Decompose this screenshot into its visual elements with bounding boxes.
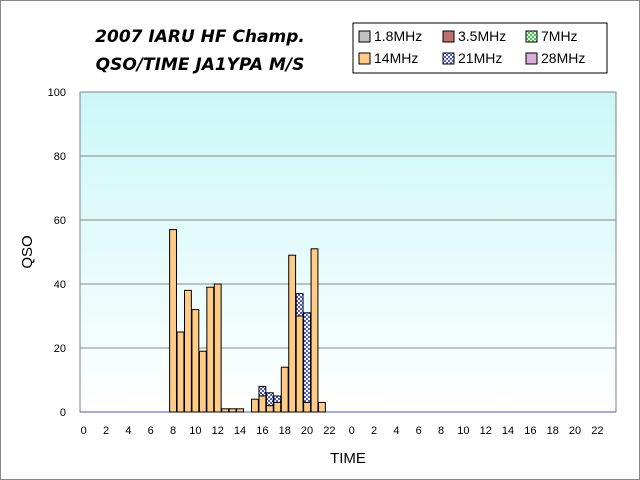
y-axis-ticks: 0 20 40 60 80 100 (48, 87, 66, 419)
legend-entry: 14MHz (374, 50, 418, 66)
bar (258, 385, 267, 397)
x-tick-label: 10 (189, 425, 201, 437)
legend-entry: 7MHz (541, 28, 578, 44)
x-tick-label: 16 (256, 425, 268, 437)
x-tick-label: 14 (502, 425, 514, 437)
bar (295, 293, 304, 317)
x-tick-label: 6 (416, 425, 422, 437)
bar (221, 408, 230, 413)
bar (295, 315, 304, 413)
legend-box (352, 22, 608, 74)
y-tick-label: 0 (60, 407, 66, 419)
bar (303, 401, 311, 413)
bar (265, 392, 274, 407)
legend-swatch (358, 30, 371, 43)
legend-entry: 1.8MHz (374, 28, 422, 44)
x-tick-label: 20 (569, 425, 581, 437)
x-tick-label: 20 (301, 425, 313, 437)
x-tick-label: 0 (349, 425, 355, 437)
chart-title-line-2: QSO/TIME JA1YPA M/S (96, 55, 305, 75)
x-axis-label: TIME (330, 450, 366, 467)
x-tick-label: 4 (125, 425, 131, 437)
bar (184, 289, 192, 413)
plot-area (79, 91, 617, 413)
x-tick-label: 14 (234, 425, 246, 437)
bar (280, 366, 289, 413)
bar (169, 229, 177, 413)
legend-swatch (525, 30, 538, 43)
x-tick-label: 2 (371, 425, 377, 437)
bar (258, 395, 267, 413)
bar (265, 405, 274, 413)
y-tick-label: 20 (54, 343, 66, 355)
x-tick-label: 10 (457, 425, 469, 437)
x-tick-label: 2 (103, 425, 109, 437)
x-tick-label: 18 (279, 425, 291, 437)
x-tick-label: 22 (591, 425, 603, 437)
legend-entry: 21MHz (458, 50, 502, 66)
legend-swatch (442, 30, 455, 43)
bars (169, 229, 326, 413)
legend-swatch (358, 52, 371, 65)
x-tick-label: 12 (480, 425, 492, 437)
legend-entry: 3.5MHz (458, 28, 506, 44)
legend: 1.8MHz 3.5MHz 7MHz 14MHz 21MHz 28MHz (352, 22, 608, 74)
bar (213, 283, 222, 413)
x-tick-label: 16 (524, 425, 536, 437)
bar (251, 398, 259, 413)
bar (273, 395, 282, 403)
legend-entry: 28MHz (541, 50, 585, 66)
y-tick-label: 80 (54, 151, 66, 163)
x-tick-label: 6 (148, 425, 154, 437)
y-tick-label: 40 (54, 279, 66, 291)
bar (191, 309, 200, 413)
legend-swatch (525, 52, 538, 65)
x-tick-label: 8 (170, 425, 176, 437)
x-tick-label: 4 (393, 425, 399, 437)
bar (310, 248, 319, 413)
bar (198, 350, 207, 413)
chart-title-line-1: 2007 IARU HF Champ. (95, 27, 305, 47)
bar (303, 312, 311, 403)
bar (318, 401, 326, 413)
bar (273, 401, 282, 413)
x-tick-label: 22 (323, 425, 335, 437)
bar (288, 254, 297, 413)
y-tick-label: 60 (54, 215, 66, 227)
y-axis-label: QSO (19, 235, 36, 268)
bar (206, 286, 215, 413)
x-tick-label: 8 (438, 425, 444, 437)
bar (228, 408, 237, 413)
x-tick-label: 18 (547, 425, 559, 437)
x-tick-label: 0 (81, 425, 87, 437)
bar (236, 408, 244, 413)
x-axis-ticks: 0 2 4 6 8 10 12 14 16 18 20 22 0 2 4 6 8 10 12 14 16 18 20 22 (81, 425, 604, 437)
y-tick-label: 100 (48, 87, 66, 99)
x-tick-label: 12 (212, 425, 224, 437)
legend-swatch (442, 52, 455, 65)
bar (176, 331, 185, 413)
